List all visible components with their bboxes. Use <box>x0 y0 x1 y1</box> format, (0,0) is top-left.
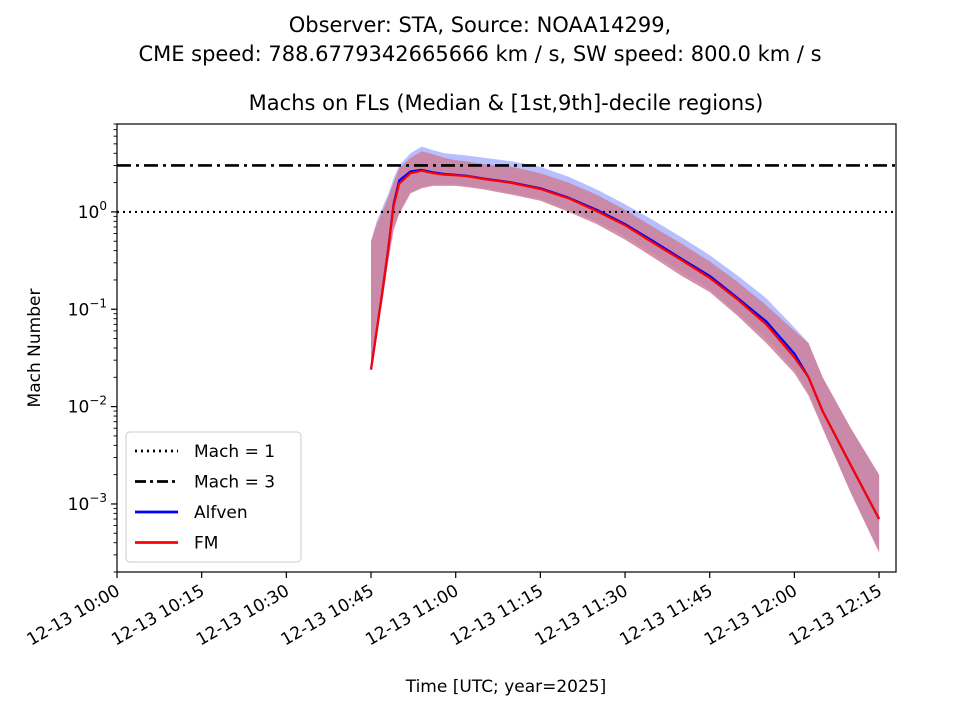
x-tick-label: 12-13 11:45 <box>616 581 716 650</box>
series-line-layer <box>369 168 881 520</box>
suptitle-line-1: Observer: STA, Source: NOAA14299, <box>289 13 672 37</box>
x-tick-label: 12-13 10:00 <box>24 581 124 650</box>
x-tick-label: 12-13 11:00 <box>362 581 462 650</box>
legend: Mach = 1 Mach = 3 Alfven FM <box>125 431 302 563</box>
x-tick-label: 12-13 12:00 <box>701 581 801 650</box>
x-axis-label: Time [UTC; year=2025] <box>405 677 607 697</box>
x-tick-label: 12-13 10:15 <box>108 581 208 650</box>
band-layer <box>371 146 880 553</box>
legend-label: Alfven <box>194 503 248 523</box>
x-tick-label: 12-13 11:30 <box>532 581 632 650</box>
y-axis: 10−3 10−2 10−1 100 <box>68 123 117 573</box>
x-tick-label: 12-13 10:45 <box>278 581 378 650</box>
reference-line-layer <box>117 164 896 214</box>
legend-label: Mach = 3 <box>194 473 275 493</box>
legend-box <box>125 431 302 563</box>
legend-label: FM <box>194 534 218 554</box>
chart-title: Machs on FLs (Median & [1st,9th]-decile … <box>249 91 764 115</box>
y-axis-label: Mach Number <box>25 289 45 408</box>
y-tick-label: 10−3 <box>68 491 107 515</box>
y-tick-label: 100 <box>78 199 107 223</box>
x-tick-label: 12-13 12:15 <box>786 581 886 650</box>
plot-frame <box>116 123 897 573</box>
suptitle-line-2: CME speed: 788.6779342665666 km / s, SW … <box>138 42 821 66</box>
series-line-fm <box>369 169 881 520</box>
y-tick-label: 10−2 <box>68 394 107 418</box>
legend-label: Mach = 1 <box>194 442 275 462</box>
y-tick-label: 10−1 <box>68 296 107 320</box>
x-tick-label: 12-13 10:30 <box>193 581 293 650</box>
band-fm <box>371 151 880 553</box>
x-tick-label: 12-13 11:15 <box>447 581 547 650</box>
